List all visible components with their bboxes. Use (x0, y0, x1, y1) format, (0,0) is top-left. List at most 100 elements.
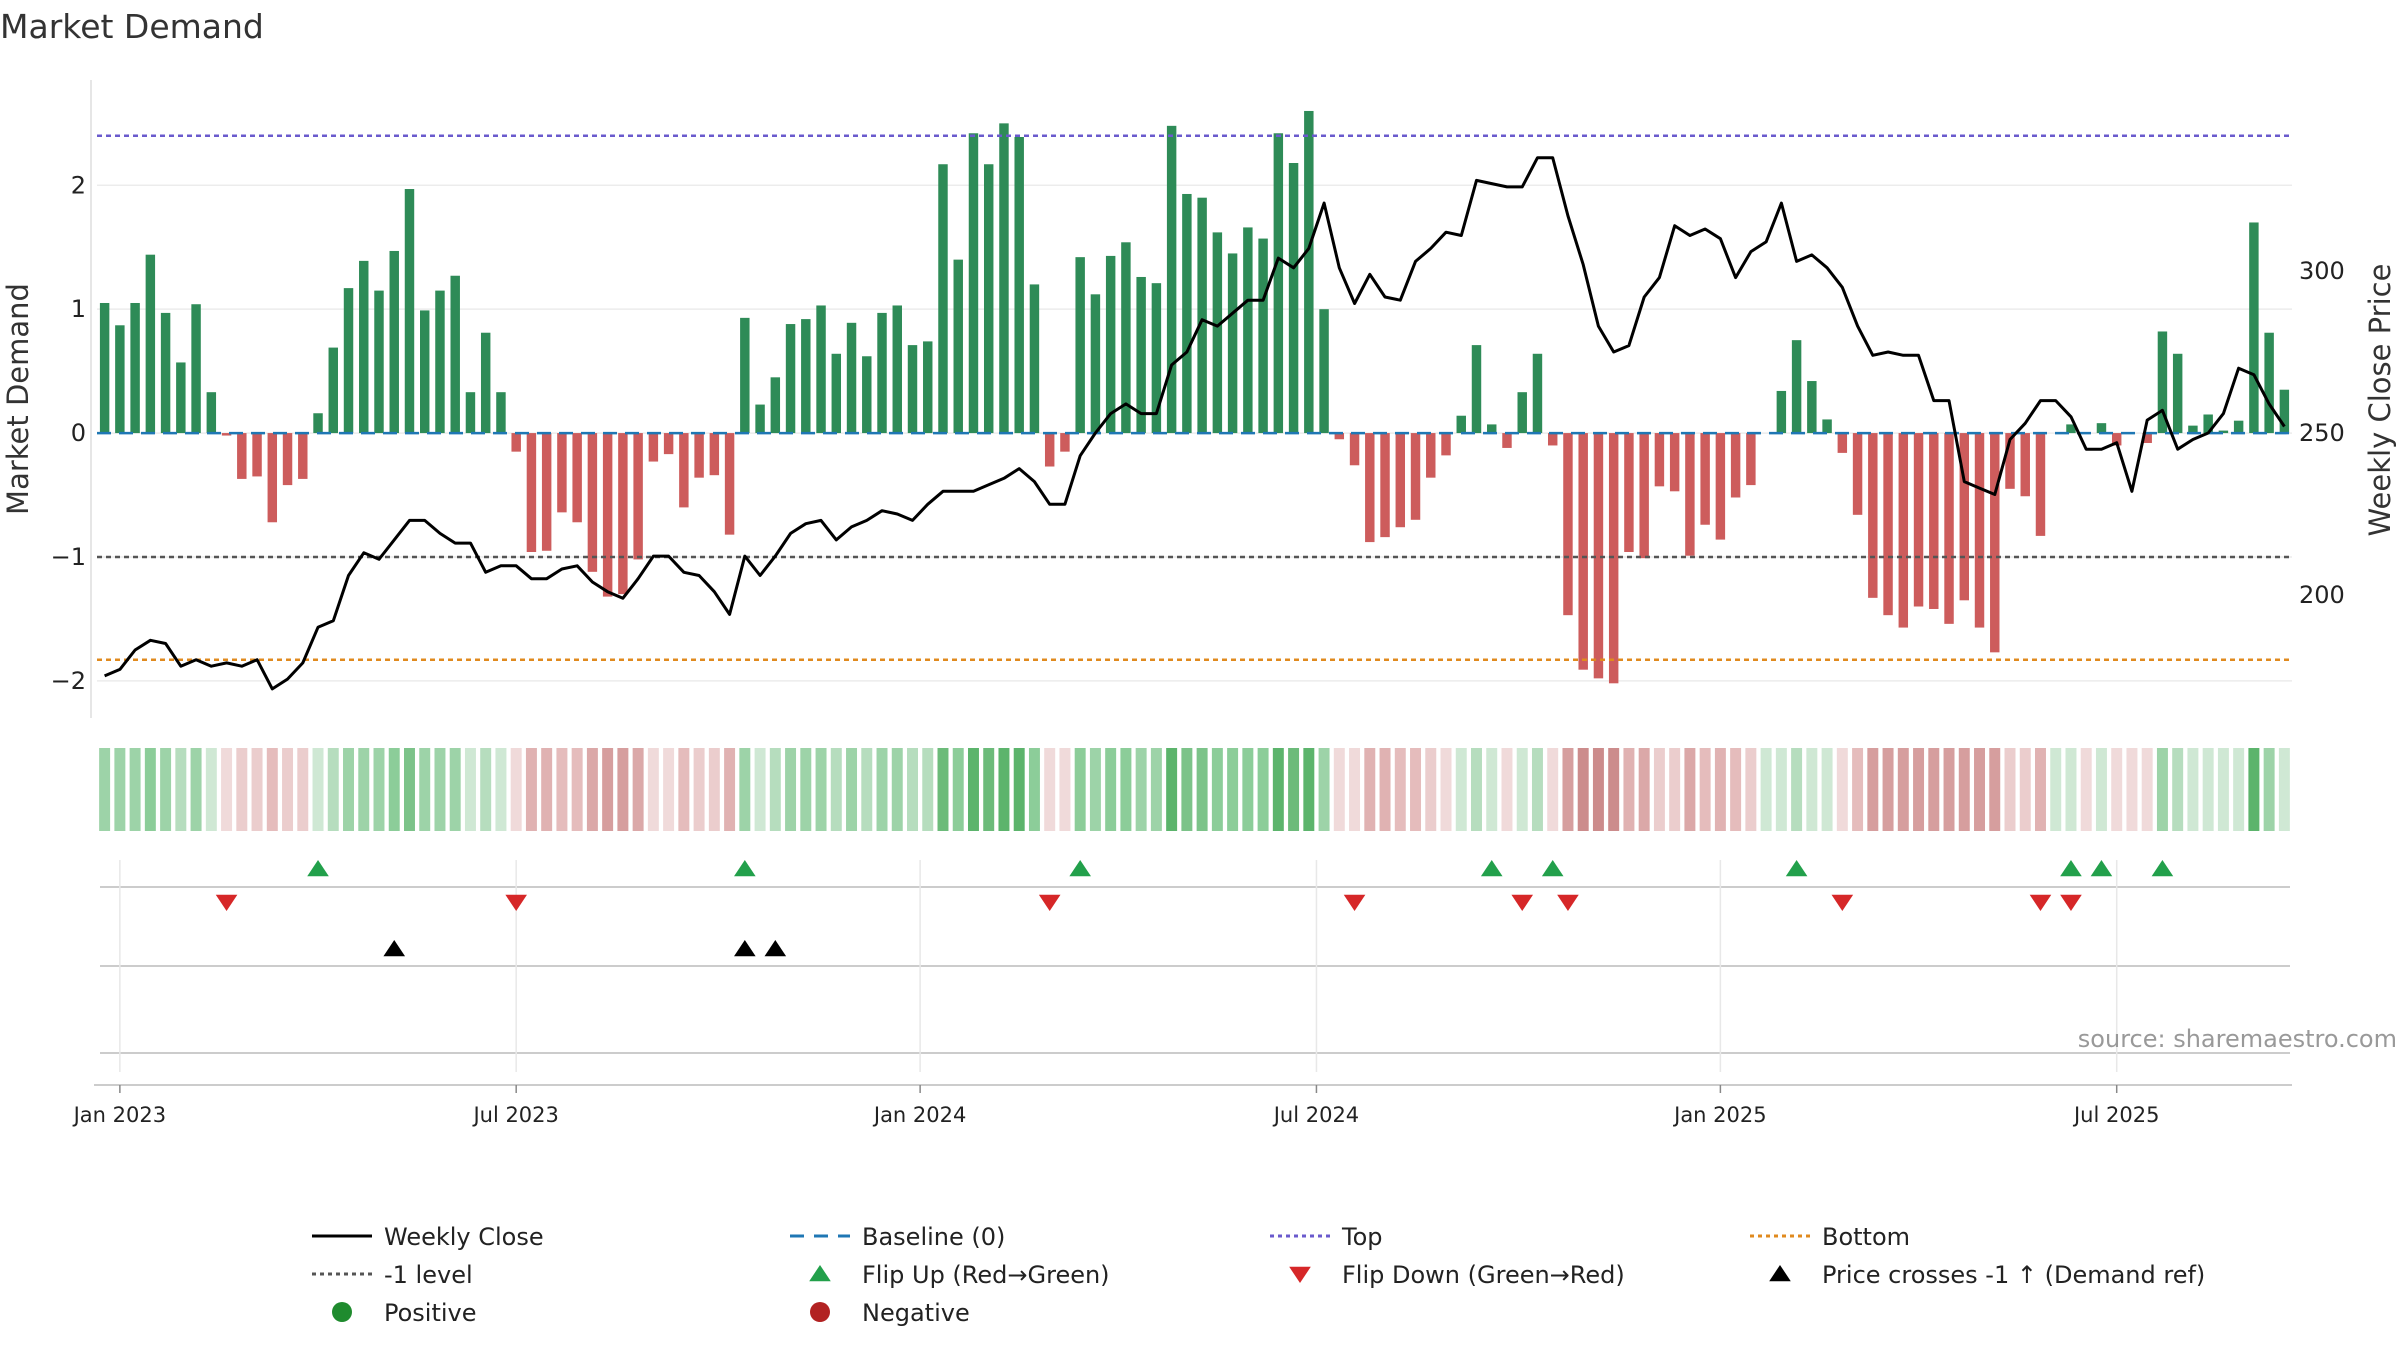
sentiment-cell (1501, 748, 1513, 831)
demand-bar-positive (1258, 238, 1268, 434)
sentiment-cell (2141, 748, 2153, 831)
sentiment-cell (2004, 748, 2016, 831)
sentiment-cell (1745, 748, 1757, 831)
sentiment-cell (1836, 748, 1848, 831)
demand-bar-positive (846, 322, 857, 434)
sentiment-cell (464, 748, 476, 831)
sentiment-cell (2065, 748, 2077, 831)
sentiment-cell (1669, 748, 1681, 831)
sentiment-cell (1699, 748, 1711, 831)
source-label: source: sharemaestro.com (2078, 1025, 2397, 1053)
demand-bar-negative (1441, 433, 1451, 456)
sentiment-cell (312, 748, 324, 831)
demand-bar-negative (1060, 433, 1070, 452)
demand-bar-negative (1578, 433, 1588, 670)
sentiment-cell (1394, 748, 1406, 831)
demand-bar-positive (999, 123, 1009, 434)
demand-bar-positive (831, 353, 842, 434)
demand-bar-positive (1182, 193, 1192, 434)
demand-bar-positive (404, 189, 415, 434)
sentiment-cell (1288, 748, 1300, 831)
legend-bottom: Bottom (1750, 1223, 1910, 1251)
sentiment-cell (1303, 748, 1315, 831)
left-tick-label: −1 (51, 543, 86, 571)
demand-bar-positive (2157, 331, 2168, 434)
demand-bar-positive (374, 290, 384, 434)
left-tick-label: 0 (71, 419, 86, 447)
left-tick-label: 1 (71, 295, 86, 323)
demand-bar-positive (1288, 163, 1299, 434)
sentiment-cell (1730, 748, 1742, 831)
demand-bar-positive (2066, 424, 2076, 434)
demand-bar-negative (1334, 433, 1345, 440)
demand-bar-negative (1395, 433, 1406, 528)
demand-bar-positive (1075, 257, 1085, 434)
sentiment-cell (1577, 748, 1589, 831)
demand-bar-negative (1974, 433, 1985, 628)
legend-label: Weekly Close (384, 1223, 544, 1251)
sentiment-cell (1867, 748, 1879, 831)
sentiment-cell (2111, 748, 2123, 831)
demand-bar-positive (1822, 419, 1832, 434)
flip-down-marker (215, 894, 238, 911)
sentiment-cell (602, 748, 614, 831)
chart-title: Market Demand (0, 7, 264, 46)
sentiment-cell (1272, 748, 1284, 831)
date-tick-label: Jan 2023 (72, 1103, 167, 1127)
flip-up-marker (2060, 860, 2082, 877)
legend-swatch (809, 1265, 831, 1282)
legend-swatch (810, 1302, 830, 1322)
flip-down-marker (1038, 894, 1061, 911)
sentiment-cell (586, 748, 598, 831)
sentiment-cell (541, 748, 553, 831)
sentiment-cell (1333, 748, 1345, 831)
sentiment-cell (769, 748, 781, 831)
demand-bar-positive (1273, 133, 1284, 434)
sentiment-cell (647, 748, 659, 831)
sentiment-cell (1852, 748, 1864, 831)
price-cross-marker (734, 940, 756, 957)
sentiment-cell (1471, 748, 1482, 831)
sentiment-cell (1974, 748, 1985, 831)
sentiment-cell (800, 748, 812, 831)
demand-bar-positive (770, 377, 781, 434)
demand-bar-positive (130, 302, 140, 434)
demand-bar-negative (526, 433, 537, 552)
sentiment-cell (251, 748, 263, 831)
demand-bar-positive (1487, 424, 1497, 434)
demand-bar-negative (267, 433, 278, 523)
flip-down-marker (1511, 894, 1534, 911)
sentiment-cell (1623, 748, 1635, 831)
demand-bar-positive (1029, 284, 1040, 434)
sentiment-cell (2233, 748, 2245, 831)
demand-bar-positive (450, 275, 460, 434)
sentiment-cell (571, 748, 583, 831)
sentiment-cell (1028, 748, 1040, 831)
sentiment-cell (1882, 748, 1894, 831)
demand-bar-negative (557, 433, 567, 513)
sentiment-cell (1440, 748, 1452, 831)
demand-bar-positive (420, 310, 430, 434)
demand-bar-negative (618, 433, 628, 595)
legend-baseline-0: Baseline (0) (790, 1223, 1005, 1251)
sentiment-cell (556, 748, 568, 831)
sentiment-cell (1181, 748, 1193, 831)
sentiment-cell (1349, 748, 1361, 831)
demand-bar-positive (2203, 414, 2213, 434)
flip-up-marker (1069, 860, 1091, 877)
price-cross-marker (764, 940, 787, 957)
sentiment-cell (2217, 748, 2229, 831)
sentiment-cell (373, 748, 385, 831)
flip-up-marker (1541, 860, 1564, 877)
demand-bar-negative (1730, 433, 1741, 498)
sentiment-strip (99, 748, 2290, 831)
weekly-close-series (104, 156, 2286, 691)
sentiment-cell (785, 748, 797, 831)
sentiment-cell (1211, 748, 1223, 831)
demand-bar-negative (1624, 433, 1634, 552)
sentiment-cell (449, 748, 461, 831)
legend-label: Bottom (1822, 1223, 1910, 1251)
flip-down-marker (2060, 894, 2082, 911)
legend-flip-up-red-green: Flip Up (Red→Green) (809, 1261, 1110, 1289)
